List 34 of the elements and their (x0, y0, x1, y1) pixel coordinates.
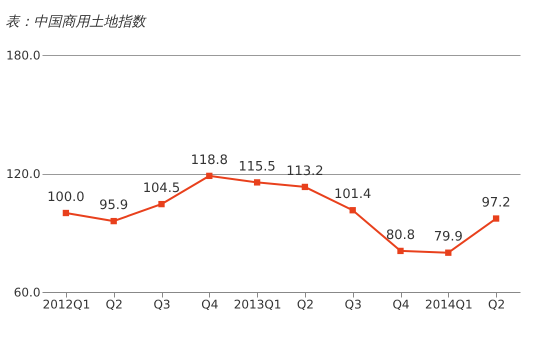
data-label: 104.5 (142, 181, 180, 196)
data-label: 101.4 (334, 187, 372, 202)
point (397, 248, 404, 254)
x-tick-label: Q2 (296, 298, 314, 312)
x-tick-label: Q4 (392, 298, 410, 312)
data-label: 118.8 (190, 152, 228, 168)
data-label: 80.8 (386, 228, 415, 243)
x-tick-label: Q2 (488, 298, 506, 312)
x-tick-label: Q3 (153, 298, 171, 312)
x-tick-label: 2014Q1 (424, 298, 473, 312)
x-tick-label: Q4 (201, 298, 218, 312)
point (158, 200, 165, 208)
data-label: 95.9 (99, 198, 128, 214)
chart-title: 表：中国商用土地指数 (6, 14, 148, 30)
y-tick-label: 120.0 (6, 167, 40, 181)
data-label: 115.5 (238, 159, 276, 174)
x-tick-label: Q3 (344, 298, 362, 312)
data-label: 100.0 (47, 190, 85, 205)
x-tick-label: 2013Q1 (234, 298, 282, 312)
point (254, 179, 260, 186)
data-label: 97.2 (482, 196, 511, 211)
point (206, 172, 212, 180)
x-tick-label: Q2 (106, 298, 123, 312)
x-tick-label: 2012Q1 (42, 298, 90, 312)
y-tick-label: 180.0 (6, 48, 40, 62)
y-tick-label: 60.0 (14, 286, 40, 300)
point (62, 210, 70, 216)
point (302, 184, 308, 190)
point (492, 215, 500, 222)
data-label: 113.2 (286, 164, 324, 179)
point (445, 250, 452, 256)
point (110, 218, 117, 224)
point (350, 207, 356, 214)
data-label: 79.9 (434, 230, 463, 245)
